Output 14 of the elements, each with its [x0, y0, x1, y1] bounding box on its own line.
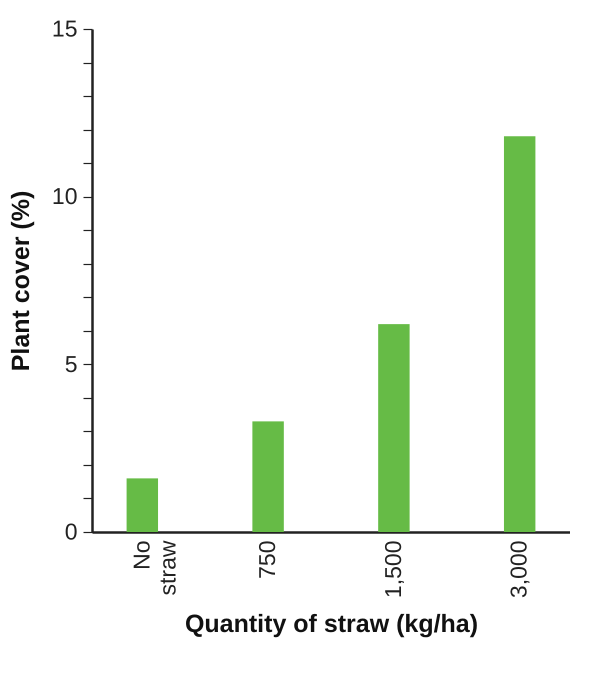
bar: [126, 478, 158, 532]
y-tick-label: 10: [52, 183, 78, 210]
bar: [252, 421, 284, 532]
y-tick-label: 0: [64, 518, 78, 544]
x-tick-label: 3,000: [506, 540, 532, 598]
x-tick-label: 750: [254, 540, 280, 579]
y-axis-title: Plant cover (%): [6, 190, 35, 372]
x-tick-label: 1,500: [380, 540, 406, 598]
bar: [378, 324, 410, 532]
x-tick-label: No straw: [128, 540, 180, 596]
y-tick-label: 15: [52, 16, 78, 42]
y-tick-label: 5: [64, 350, 78, 377]
bar: [504, 136, 536, 532]
x-axis-title: Quantity of straw (kg/ha): [184, 610, 478, 638]
